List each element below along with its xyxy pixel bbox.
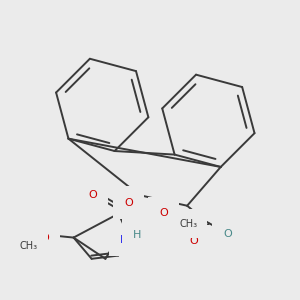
Text: O: O [223,230,232,239]
Text: O: O [40,232,49,243]
Text: CH₃: CH₃ [179,219,197,229]
Text: N: N [120,235,129,245]
Text: O: O [189,236,198,246]
Text: O: O [88,190,97,200]
Text: H: H [133,230,141,241]
Text: O: O [124,197,133,208]
Text: CH₃: CH₃ [20,241,38,251]
Text: H: H [230,238,238,248]
Text: O: O [159,208,168,218]
